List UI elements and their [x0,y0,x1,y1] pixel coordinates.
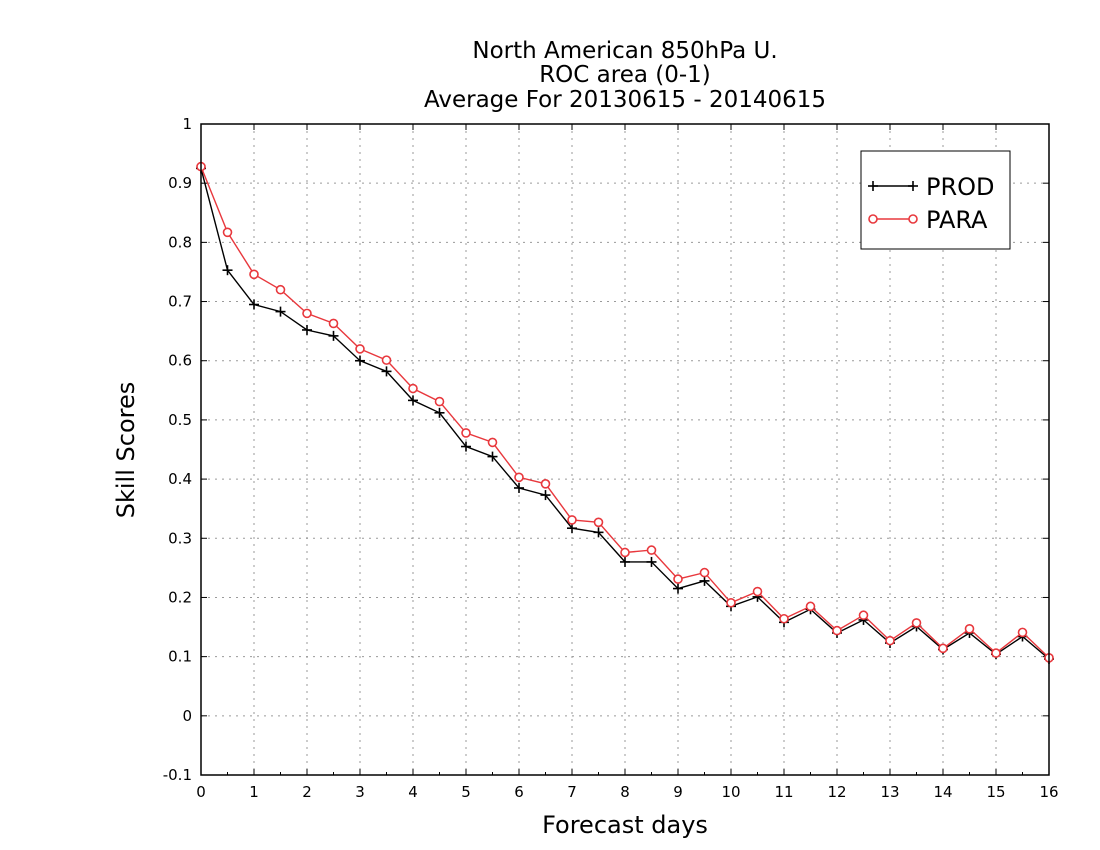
y-axis-label: Skill Scores [112,382,140,519]
data-point-prod [673,583,683,594]
data-point-para [275,284,286,295]
data-point-prod [275,306,286,317]
legend-marker-para [908,214,918,224]
data-point-para [593,517,604,528]
data-point-para [699,567,710,578]
data-point-prod [699,575,710,586]
y-tick-label: 0.3 [168,529,192,547]
y-tick-label: 0.2 [168,588,192,606]
data-point-para [381,355,392,365]
y-tick-label: 0.9 [168,174,192,192]
data-point-para [726,597,736,608]
y-tick-label: 0.5 [168,411,192,429]
x-tick-label: 10 [721,783,740,801]
x-tick-label: 3 [355,783,365,801]
x-tick-label: 9 [673,783,683,801]
data-point-prod [249,299,259,310]
x-tick-label: 15 [986,783,1005,801]
y-tick-label: 1 [182,115,192,133]
data-point-prod [328,330,339,341]
x-tick-label: 4 [408,783,418,801]
y-tick-label: -0.1 [163,766,192,784]
series-prod [196,163,1054,665]
data-point-prod [487,451,498,462]
legend-item-prod: PROD [868,173,995,201]
legend-marker-prod [868,181,878,191]
data-point-prod [302,324,312,335]
data-point-prod [567,523,577,534]
data-point-prod [461,441,471,452]
data-point-prod [381,366,392,377]
x-tick-label: 14 [933,783,952,801]
data-point-prod [222,265,233,276]
data-point-para [328,318,339,329]
data-point-para [805,601,816,612]
data-point-para [646,545,657,555]
x-tick-label: 6 [514,783,524,801]
data-point-para [567,515,577,525]
data-point-para [991,648,1001,658]
data-point-para [858,610,869,621]
plot-frame [200,123,1050,776]
legend-marker-para [868,214,878,224]
y-tick-label: 0.7 [168,293,192,311]
chart-title-line-2: ROC area (0-1) [539,62,711,88]
data-point-para [1017,627,1028,638]
data-point-prod [540,490,551,501]
x-tick-label: 16 [1039,783,1058,801]
data-point-prod [408,395,418,406]
x-tick-label: 1 [249,783,259,801]
data-point-prod [646,556,657,567]
data-point-prod [514,482,524,493]
data-point-para [885,635,895,646]
legend-marker-prod [908,181,918,191]
y-tick-label: 0.8 [168,233,192,251]
legend-item-para: PARA [868,206,988,234]
legend-box [860,150,1011,250]
data-point-para [461,428,471,438]
data-point-prod [434,407,445,418]
data-point-para [832,625,842,636]
data-point-para [620,547,630,558]
legend-label-prod: PROD [926,173,995,201]
data-point-para [408,383,418,394]
chart-title-line-1: North American 850hPa U. [472,38,777,64]
grid-lines [201,124,1049,775]
data-point-prod [620,556,630,567]
chart-title-line-3: Average For 20130615 - 20140615 [424,87,826,113]
data-point-para [249,269,259,280]
x-tick-label: 5 [461,783,471,801]
y-tick-label: 0.6 [168,352,192,370]
data-point-para [673,574,683,584]
x-tick-label: 12 [827,783,846,801]
x-tick-label: 11 [774,783,793,801]
x-tick-label: 7 [567,783,577,801]
x-axis-label: Forecast days [542,811,708,839]
data-point-para [964,624,975,634]
y-tick-label: 0 [182,707,192,725]
x-tick-label: 0 [196,783,206,801]
axis-ticks: -0.100.10.20.30.40.50.60.70.80.910 1 2 3 4 5 6… [163,115,1059,801]
data-point-para [434,396,445,407]
x-tick-label: 2 [302,783,312,801]
data-point-para [540,479,551,489]
data-point-para [487,437,498,448]
data-point-para [355,344,365,354]
x-tick-label: 8 [620,783,630,801]
data-point-prod [355,355,365,366]
legend: PROD PARA [860,150,1011,250]
data-point-para [222,227,233,238]
data-point-para [302,308,312,319]
data-point-para [779,613,789,624]
y-tick-label: 0.1 [168,648,192,666]
x-tick-label: 13 [880,783,899,801]
y-tick-label: 0.4 [168,470,192,488]
legend-label-para: PARA [926,206,988,234]
data-point-para [752,586,763,597]
data-point-para [938,643,948,654]
data-point-prod [593,527,604,538]
data-point-para [911,618,922,628]
data-point-para [514,472,524,483]
